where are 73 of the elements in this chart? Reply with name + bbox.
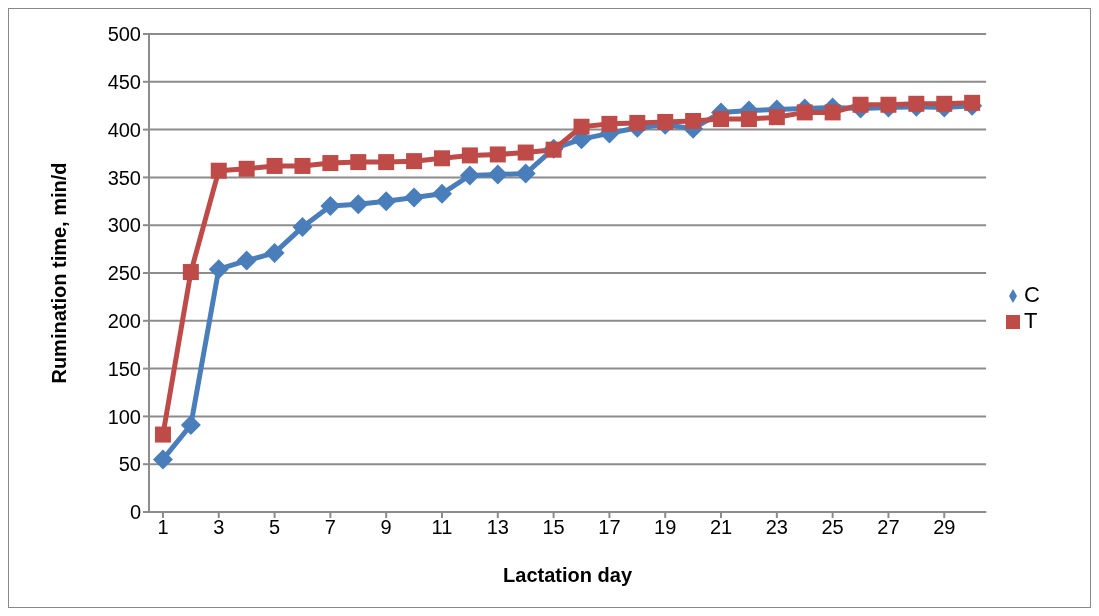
point <box>208 259 229 280</box>
point <box>236 250 257 271</box>
x-tick-label: 1 <box>157 516 169 539</box>
point <box>908 95 925 112</box>
point <box>461 147 478 164</box>
point <box>152 449 173 470</box>
point <box>740 111 757 128</box>
point <box>880 96 897 113</box>
point <box>431 183 452 204</box>
point <box>182 264 199 281</box>
point <box>350 154 367 171</box>
point <box>487 164 508 185</box>
x-tick-label: 25 <box>821 516 844 539</box>
legend-label: T <box>1024 308 1038 333</box>
x-tick-label: 7 <box>324 516 336 539</box>
point <box>685 113 702 129</box>
point <box>936 95 953 112</box>
y-tick-label: 150 <box>107 357 141 380</box>
point <box>852 96 869 113</box>
point <box>404 187 425 208</box>
point <box>210 162 227 179</box>
y-tick-label: 350 <box>107 166 141 189</box>
point <box>489 146 506 163</box>
x-tick-label: 21 <box>709 516 733 539</box>
point <box>378 154 395 171</box>
x-tick-label: 29 <box>933 516 956 539</box>
point <box>517 144 534 161</box>
point <box>657 113 674 130</box>
point <box>433 150 450 167</box>
point <box>629 114 646 131</box>
point <box>266 157 283 174</box>
y-tick-label: 450 <box>107 70 141 93</box>
legend-label: C <box>1024 282 1040 307</box>
point <box>601 115 618 132</box>
y-tick-label: 500 <box>107 23 141 46</box>
point <box>238 160 255 177</box>
point <box>515 163 536 184</box>
point <box>180 415 201 435</box>
y-axis-title: Rumination time, min/d <box>48 162 71 384</box>
x-tick-label: 15 <box>542 516 565 539</box>
point <box>292 217 313 238</box>
point <box>294 157 311 174</box>
point <box>768 109 785 126</box>
y-tick-label: 100 <box>107 405 141 428</box>
x-tick-label: 3 <box>213 516 225 539</box>
x-tick-label: 9 <box>380 516 392 539</box>
point <box>713 111 730 128</box>
x-tick-label: 13 <box>486 516 509 539</box>
y-tick-label: 400 <box>107 118 141 141</box>
point <box>154 426 171 443</box>
y-tick-label: 200 <box>107 309 141 332</box>
point <box>964 94 981 111</box>
x-tick-label: 23 <box>765 516 788 539</box>
y-tick-label: 250 <box>107 262 141 285</box>
point <box>264 242 285 263</box>
y-tick-label: 0 <box>129 501 141 524</box>
y-tick-label: 300 <box>107 214 141 237</box>
point <box>320 196 341 217</box>
point <box>322 155 339 172</box>
point <box>406 153 423 170</box>
point <box>348 194 369 215</box>
point <box>376 191 397 212</box>
x-tick-label: 11 <box>431 516 453 539</box>
point <box>459 165 480 186</box>
x-tick-label: 27 <box>877 516 900 539</box>
point <box>796 104 813 121</box>
y-tick-label: 50 <box>118 453 141 476</box>
point <box>573 118 590 135</box>
x-tick-label: 5 <box>269 516 281 539</box>
point <box>824 104 841 121</box>
x-tick-label: 19 <box>654 516 677 539</box>
x-axis-title: Lactation day <box>503 564 633 586</box>
x-tick-label: 17 <box>598 516 621 539</box>
